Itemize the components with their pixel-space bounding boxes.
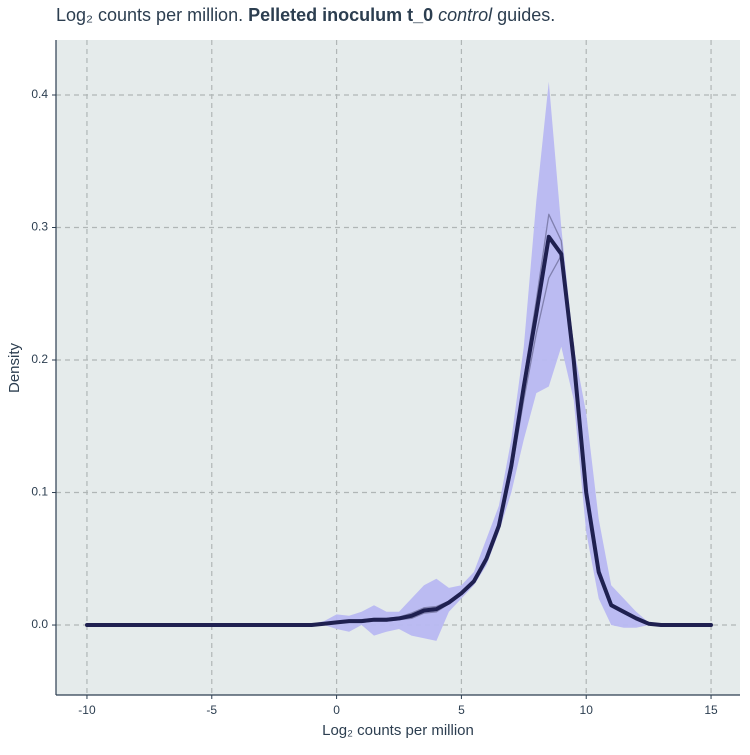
x-tick-label: -5 [206,703,217,717]
y-tick-label: 0.0 [31,617,48,631]
chart-title: Log₂ counts per million. Pelleted inocul… [56,5,555,25]
title-part: Pelleted inoculum t_0 [248,5,433,25]
x-tick-label: 15 [704,703,718,717]
y-tick-label: 0.2 [31,352,48,366]
title-part: control [433,5,493,25]
x-tick-label: 10 [580,703,594,717]
y-tick-label: 0.3 [31,220,48,234]
confidence-band [87,81,711,641]
panel [56,40,740,695]
title-part: guides. [492,5,555,25]
x-tick-label: 0 [333,703,340,717]
y-axis-label: Density [6,342,23,393]
y-tick-label: 0.4 [31,87,48,101]
x-tick-label: -10 [78,703,96,717]
x-tick-label: 5 [458,703,465,717]
y-tick-label: 0.1 [31,485,48,499]
density-line [85,234,713,627]
x-axis-label: Log₂ counts per million [322,722,474,739]
title-part: Log₂ counts per million. [56,5,248,25]
